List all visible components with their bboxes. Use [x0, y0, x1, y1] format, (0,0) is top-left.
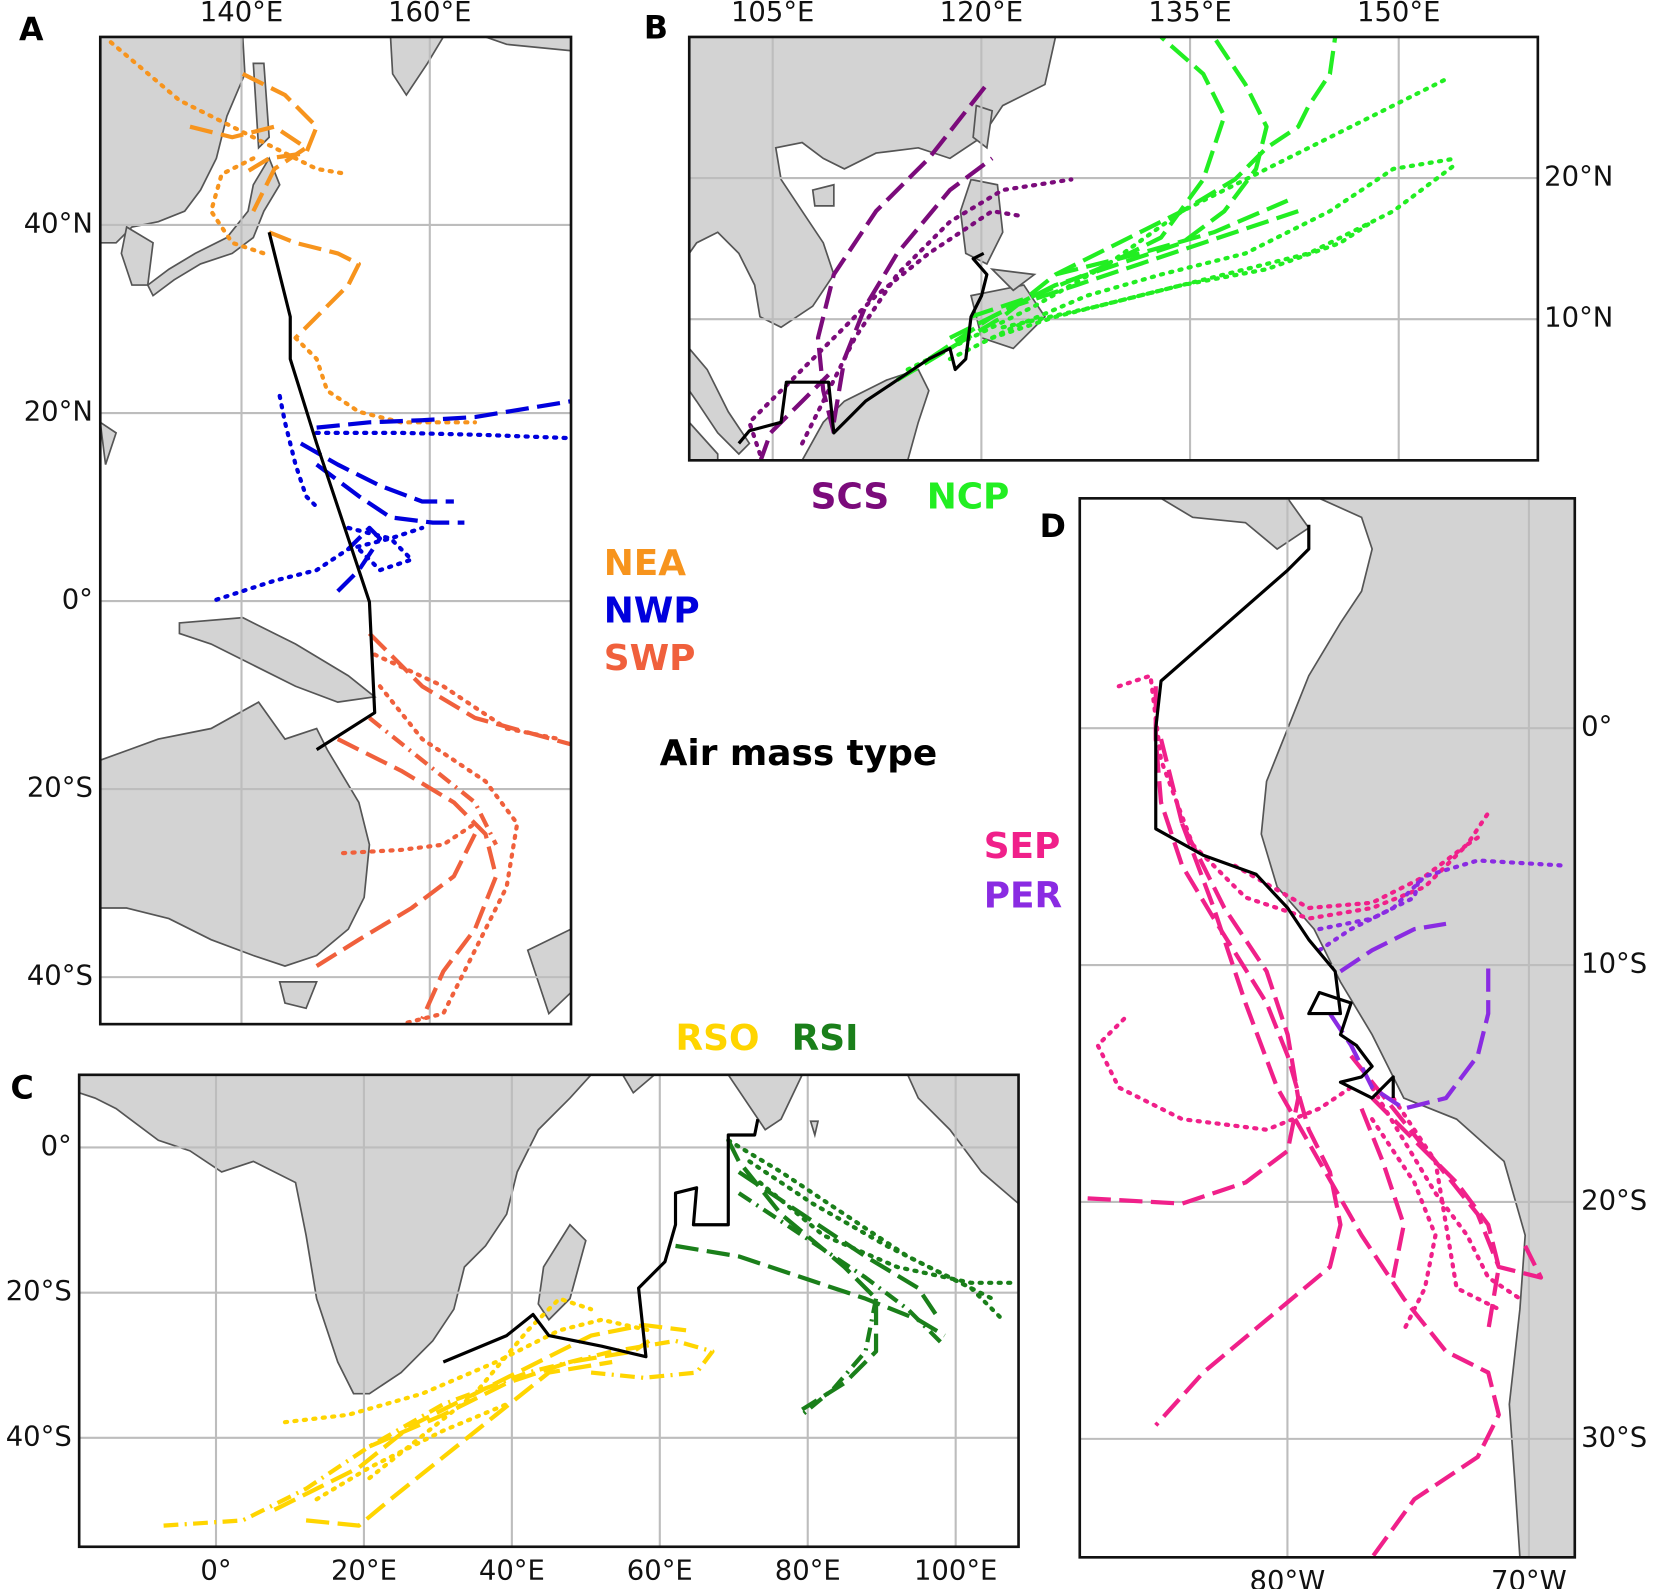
y-tick-label: 40°N [24, 208, 93, 239]
x-tick-label: 100°E [914, 1556, 997, 1587]
trajectories [163, 1118, 1016, 1528]
x-tick-label: 80°E [775, 1556, 841, 1587]
graticule [100, 36, 572, 1025]
x-tick-label: 70°W [1491, 1566, 1567, 1589]
y-tick-label: 20°N [1544, 162, 1613, 193]
legend-entry: NCP [927, 476, 1010, 517]
y-tick-label: 10°S [1581, 949, 1647, 980]
legend-entry: NWP [604, 590, 700, 631]
legend-entry: SCS [811, 476, 890, 517]
x-tick-label: 135°E [1148, 0, 1231, 28]
legend-entry: SWP [604, 638, 696, 679]
y-tick-label: 10°N [1544, 303, 1613, 334]
x-tick-label: 20°E [331, 1556, 397, 1587]
y-tick-label: 20°S [6, 1276, 72, 1307]
y-tick-label: 0° [62, 585, 93, 616]
x-tick-label: 120°E [940, 0, 1023, 28]
x-tick-label: 160°E [388, 0, 471, 28]
y-tick-label: 30°S [1581, 1422, 1647, 1453]
panel-frame [77, 1073, 1020, 1549]
legend-entry: NEA [604, 543, 687, 584]
x-tick-label: 140°E [200, 0, 283, 28]
trajectories [108, 40, 572, 1025]
map-d [1079, 498, 1575, 1558]
map-c [79, 1074, 1019, 1547]
land [689, 36, 1057, 461]
legend-title: Air mass type [660, 733, 938, 774]
x-tick-label: 105°E [731, 0, 814, 28]
x-tick-label: 150°E [1357, 0, 1440, 28]
y-tick-label: 0° [41, 1131, 72, 1162]
land [1159, 498, 1575, 1558]
panel-frame [98, 35, 573, 1026]
panel-label: C [11, 1071, 34, 1107]
land [79, 1074, 1019, 1395]
land [100, 36, 572, 1016]
trajectories [737, 36, 1459, 461]
y-tick-label: 20°N [24, 397, 93, 428]
panel-label: B [644, 11, 668, 47]
legend-entry: RSO [676, 1018, 760, 1059]
map-b [689, 36, 1538, 461]
map-a [100, 36, 572, 1025]
legend-entry: RSI [792, 1018, 859, 1059]
panel-frame [1078, 497, 1577, 1559]
y-tick-label: 20°S [27, 773, 93, 804]
y-tick-label: 0° [1581, 712, 1612, 743]
graticule [79, 1074, 1019, 1547]
x-tick-label: 60°E [627, 1556, 693, 1587]
x-tick-label: 80°W [1250, 1566, 1326, 1589]
trajectories [1087, 524, 1570, 1558]
y-tick-label: 20°S [1581, 1185, 1647, 1216]
graticule [689, 36, 1538, 461]
panel-label: D [1040, 509, 1066, 545]
x-tick-label: 0° [200, 1556, 231, 1587]
x-tick-label: 40°E [479, 1556, 545, 1587]
y-tick-label: 40°S [27, 961, 93, 992]
panel-label: A [19, 13, 44, 49]
panel-frame [687, 35, 1540, 462]
legend-entry: SEP [984, 826, 1061, 867]
legend-entry: PER [984, 875, 1062, 916]
y-tick-label: 40°S [6, 1421, 72, 1452]
